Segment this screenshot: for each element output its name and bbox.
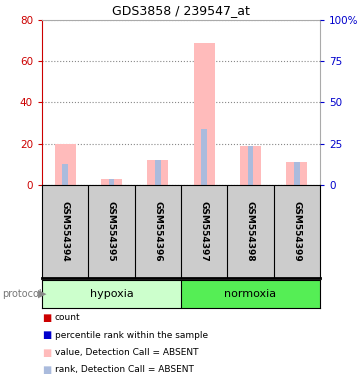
Text: GDS3858 / 239547_at: GDS3858 / 239547_at — [112, 4, 249, 17]
Text: value, Detection Call = ABSENT: value, Detection Call = ABSENT — [55, 348, 199, 357]
Bar — [181, 280, 320, 308]
Bar — [109, 179, 114, 185]
Text: percentile rank within the sample: percentile rank within the sample — [55, 331, 208, 340]
Text: ▶: ▶ — [38, 289, 47, 299]
Text: GSM554394: GSM554394 — [61, 201, 70, 262]
Bar — [62, 164, 68, 185]
Bar — [42, 280, 181, 308]
Bar — [201, 129, 207, 185]
Text: normoxia: normoxia — [225, 289, 277, 299]
Text: count: count — [55, 313, 81, 323]
Bar — [55, 144, 75, 185]
Text: ■: ■ — [42, 330, 51, 340]
Text: ■: ■ — [42, 348, 51, 358]
Text: hypoxia: hypoxia — [90, 289, 133, 299]
Text: GSM554395: GSM554395 — [107, 201, 116, 262]
Text: GSM554397: GSM554397 — [200, 201, 209, 262]
Text: rank, Detection Call = ABSENT: rank, Detection Call = ABSENT — [55, 365, 194, 374]
Bar — [248, 146, 253, 185]
Text: ■: ■ — [42, 313, 51, 323]
Text: ■: ■ — [42, 365, 51, 375]
Bar — [155, 160, 161, 185]
Text: GSM554398: GSM554398 — [246, 201, 255, 262]
Text: GSM554399: GSM554399 — [292, 201, 301, 262]
Text: GSM554396: GSM554396 — [153, 201, 162, 262]
Bar — [294, 162, 300, 185]
Text: protocol: protocol — [2, 289, 42, 299]
Bar — [240, 146, 261, 185]
Bar — [147, 160, 168, 185]
Bar — [286, 162, 307, 185]
Bar — [101, 179, 122, 185]
Bar — [194, 43, 214, 185]
